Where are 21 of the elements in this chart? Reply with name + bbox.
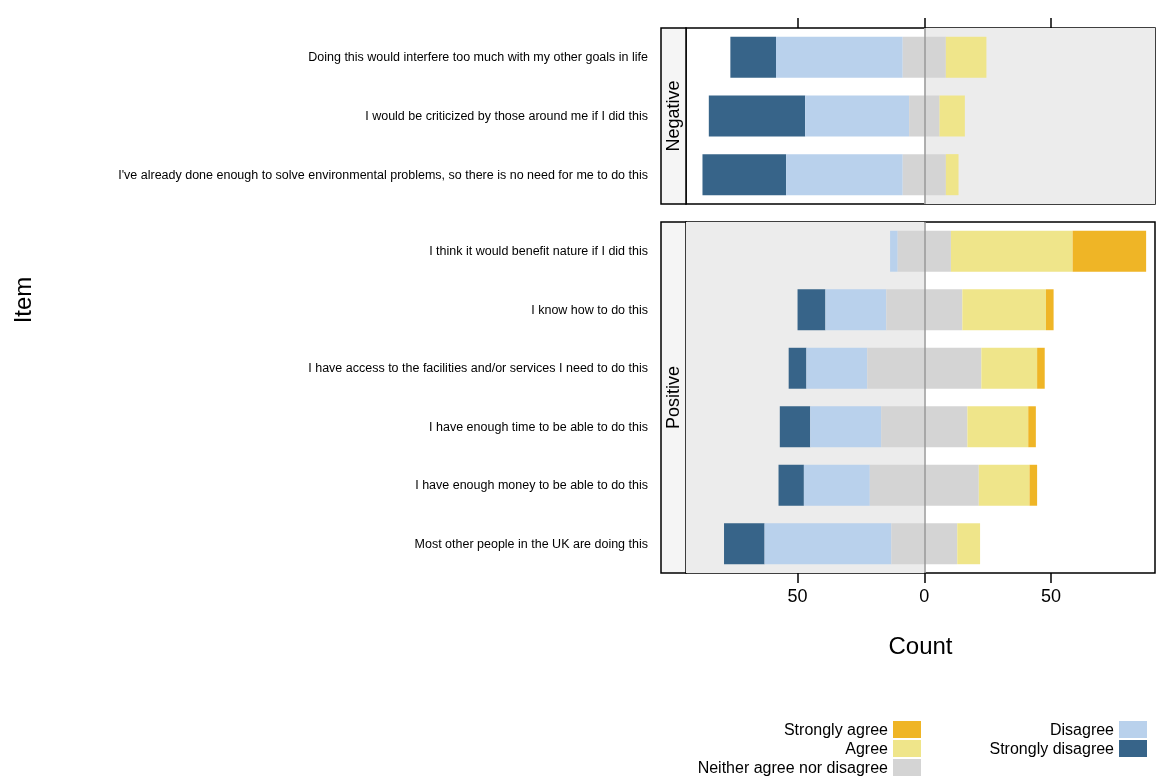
x-tick-label: 0 <box>919 586 930 606</box>
y-tick-label: I know how to do this <box>531 302 648 317</box>
x-tick-label: 50 <box>787 586 808 606</box>
legend-label: Strongly agree <box>783 721 889 738</box>
text: Positive <box>663 365 683 430</box>
y-tick-label: I think it would benefit nature if I did this <box>429 244 648 259</box>
y-tick-label: Doing this would interfere too much with my other goals in life <box>308 50 649 65</box>
legend-label: Neither agree nor disagree <box>697 759 889 776</box>
x-axis-title: Count <box>888 631 953 659</box>
y-tick-label: Most other people in the UK are doing this <box>414 536 648 551</box>
y-tick-label: I've already done enough to solve environmental problems, so there is no need for me to do this <box>118 167 648 182</box>
y-axis-title: Item <box>8 276 36 324</box>
x-tick-label: 50 <box>1041 586 1062 606</box>
legend-label: Strongly disagree <box>989 740 1115 757</box>
text: Negative <box>663 80 683 152</box>
legend-label: Agree <box>845 740 889 757</box>
y-tick-label: I have access to the facilities and/or services I need to do this <box>308 361 648 376</box>
y-tick-label: I have enough time to be able to do this <box>429 419 648 434</box>
legend-label: Disagree <box>1049 721 1115 738</box>
y-tick-label: I would be criticized by those around me if I did this <box>365 109 648 123</box>
y-tick-label: I have enough money to be able to do this <box>415 478 648 493</box>
